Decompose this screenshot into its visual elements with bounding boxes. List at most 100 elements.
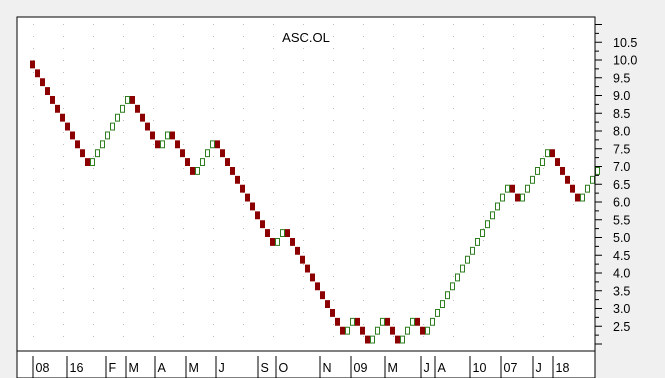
grid-dot [273,216,274,217]
grid-dot [363,288,364,289]
grid-dot [63,132,64,133]
brick-down [220,149,225,158]
grid-dot [123,120,124,121]
grid-dot [303,216,304,217]
grid-dot [243,84,244,85]
grid-dot [33,24,34,25]
grid-dot [303,108,304,109]
grid-dot [153,180,154,181]
grid-dot [483,168,484,169]
grid-dot [273,192,274,193]
grid-dot [363,120,364,121]
grid-dot [153,156,154,157]
brick-down [560,167,565,175]
chart-title: ASC.OL [282,30,330,45]
grid-dot [423,96,424,97]
brick-up [480,229,485,237]
grid-dot [333,216,334,217]
grid-dot [213,204,214,205]
grid-dot [393,324,394,325]
grid-dot [513,324,514,325]
grid-dot [63,300,64,301]
grid-dot [183,276,184,277]
grid-dot [483,180,484,181]
grid-dot [333,192,334,193]
brick-up [105,131,110,140]
brick-up [210,140,215,149]
grid-dot [573,168,574,169]
brick-down [215,140,220,149]
grid-dot [153,72,154,73]
grid-dot [333,156,334,157]
grid-dot [123,180,124,181]
grid-dot [543,216,544,217]
grid-dot [213,180,214,181]
brick-up [585,184,590,193]
grid-dot [213,276,214,277]
grid-dot [123,228,124,229]
brick-down [140,113,145,122]
grid-dot [33,132,34,133]
grid-dot [273,204,274,205]
grid-dot [513,216,514,217]
brick-down [240,184,245,193]
grid-dot [243,324,244,325]
grid-dot [303,288,304,289]
grid-dot [243,228,244,229]
grid-dot [243,336,244,337]
brick-up [460,264,465,273]
brick-down [245,193,250,202]
grid-dot [33,204,34,205]
grid-dot [93,240,94,241]
grid-dot [123,96,124,97]
grid-dot [453,48,454,49]
grid-dot [273,108,274,109]
grid-dot [453,264,454,265]
y-axis: 2.5 3.0 3.5 4.0 4.5 5.0 5.5 6.0 6.5 7.0 7.5 8.0 8.5 9… [595,24,637,345]
grid-dot [183,264,184,265]
brick-down [295,246,300,255]
grid-dot [153,144,154,145]
brick-up [345,326,350,335]
grid-dot [123,300,124,301]
grid-dot [483,60,484,61]
grid-dot [303,132,304,133]
grid-dot [513,180,514,181]
grid-dot [273,96,274,97]
grid-dot [303,168,304,169]
grid-dot [273,276,274,277]
brick-up [95,149,100,158]
grid-dot [303,264,304,265]
grid-dot [63,84,64,85]
grid-dot [573,60,574,61]
grid-dot [303,276,304,277]
grid-dot [33,252,34,253]
grid-dot [543,36,544,37]
grid-dot [33,240,34,241]
grid-dot [153,84,154,85]
brick-series [30,60,600,344]
grid-dot [153,120,154,121]
brick-down [70,131,75,140]
grid-dot [33,228,34,229]
brick-up [425,326,430,335]
grid-dot [63,204,64,205]
grid-dot [153,108,154,109]
brick-up [350,317,355,326]
grid-dot [483,336,484,337]
grid-dot [393,204,394,205]
grid-dot [153,36,154,37]
grid-dot [393,96,394,97]
grid-dot [543,312,544,313]
grid-dot [183,168,184,169]
grid-dot [573,72,574,73]
grid-dot [123,276,124,277]
grid-dot [423,336,424,337]
grid-dot [573,180,574,181]
brick-down [185,158,190,166]
grid-dot [543,24,544,25]
grid-dot [453,60,454,61]
grid-dot [63,288,64,289]
grid-dot [483,84,484,85]
x-tick-label: S [261,361,269,375]
